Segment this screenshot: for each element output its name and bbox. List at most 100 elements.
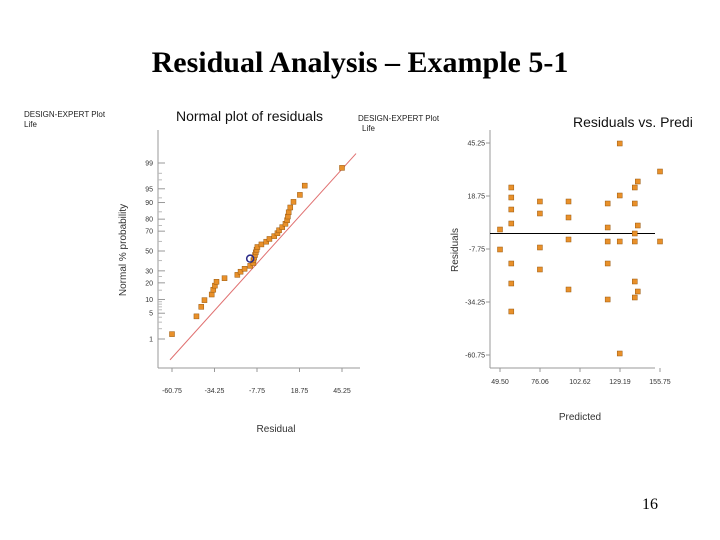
data-point [565, 198, 572, 205]
data-point [247, 263, 253, 269]
x-tick-label: 18.75 [291, 388, 309, 395]
y-tick-label: 99 [145, 161, 153, 168]
x-tick-label: 45.25 [333, 388, 351, 395]
data-point [632, 294, 638, 301]
data-point [339, 165, 345, 171]
data-point [276, 227, 282, 234]
data-point [632, 238, 638, 245]
x-tick-label: 49.50 [491, 379, 509, 386]
data-point [604, 260, 611, 267]
data-point [198, 304, 205, 310]
data-point [497, 246, 503, 253]
data-point [193, 313, 200, 320]
data-point [301, 182, 308, 189]
x-tick-label: -60.75 [162, 388, 182, 395]
x-tick-label: -7.75 [249, 388, 265, 395]
y-tick-label: 80 [145, 217, 153, 224]
y-tick-label: -34.25 [465, 300, 485, 307]
y-tick-label: 70 [145, 229, 153, 236]
data-point [604, 224, 611, 231]
left-response-label: Life [24, 120, 37, 129]
data-point [279, 224, 286, 230]
data-point [508, 220, 515, 227]
y-tick-label: -7.75 [469, 247, 485, 254]
data-point [616, 192, 623, 199]
data-point [297, 192, 303, 198]
data-point [508, 184, 515, 191]
data-point [616, 238, 623, 245]
data-point [635, 288, 641, 295]
data-point [508, 206, 515, 213]
data-point [616, 140, 623, 147]
data-point [604, 238, 611, 245]
data-point [237, 268, 244, 275]
y-tick-label: 5 [149, 311, 153, 318]
data-point [632, 200, 638, 207]
data-point [213, 279, 220, 285]
normal-plot-chart: DESIGN-EXPERT Plot Life Normal plot of r… [24, 108, 360, 435]
data-point [657, 238, 663, 245]
data-point [234, 272, 241, 278]
data-point [565, 214, 572, 221]
data-point [258, 241, 265, 248]
data-point [221, 275, 228, 281]
slide-title: Residual Analysis – Example 5-1 [151, 46, 569, 79]
y-tick-label: 45.25 [467, 141, 485, 148]
data-point [201, 297, 208, 303]
x-tick-label: 155.75 [649, 379, 671, 386]
data-point [287, 204, 294, 211]
data-point [271, 233, 277, 239]
y-tick-label: 20 [145, 280, 153, 287]
data-point [604, 296, 611, 303]
data-point [508, 280, 515, 287]
data-point [497, 226, 503, 233]
data-point [266, 236, 273, 242]
reference-line [169, 153, 357, 361]
right-design-expert-label: DESIGN-EXPERT Plot [358, 114, 440, 123]
data-point [241, 266, 248, 272]
data-point [635, 178, 641, 185]
data-point [565, 236, 572, 243]
y-tick-label: 30 [145, 268, 153, 275]
right-chart-title: Residuals vs. Predi [573, 114, 693, 130]
data-point [632, 230, 638, 237]
data-point [169, 331, 175, 337]
left-x-axis-label: Residual [257, 424, 296, 435]
right-response-label: Life [362, 124, 375, 133]
data-point [285, 209, 292, 216]
data-point [604, 200, 611, 207]
y-tick-label: 95 [145, 186, 153, 193]
x-tick-label: 102.62 [569, 379, 591, 386]
y-tick-label: 90 [145, 200, 153, 207]
page-number: 16 [642, 496, 658, 513]
data-point [616, 350, 623, 357]
residuals-vs-predicted-chart: DESIGN-EXPERT Plot Life Residuals vs. Pr… [358, 114, 693, 423]
data-point [508, 308, 515, 315]
data-point [537, 244, 543, 251]
data-point [632, 184, 638, 191]
right-x-axis-label: Predicted [559, 412, 601, 423]
y-tick-label: 50 [145, 249, 153, 256]
data-point [565, 286, 572, 293]
data-point [508, 194, 515, 201]
y-tick-label: 10 [145, 297, 153, 304]
data-point [657, 168, 663, 175]
x-tick-label: 129.19 [609, 379, 631, 386]
x-tick-label: -34.25 [205, 388, 225, 395]
data-point [290, 199, 297, 205]
y-tick-label: 1 [149, 337, 153, 344]
y-tick-label: 18.75 [467, 194, 485, 201]
x-tick-label: 76.06 [531, 379, 549, 386]
data-point [537, 266, 543, 273]
y-tick-label: -60.75 [465, 353, 485, 360]
data-point [537, 210, 543, 217]
left-y-axis-label: Normal % probability [118, 204, 129, 296]
data-point [208, 291, 215, 298]
data-point [508, 260, 515, 267]
data-point [263, 238, 269, 245]
data-point [632, 278, 638, 285]
highlighted-point [245, 254, 255, 263]
right-y-axis-label: Residuals [450, 228, 461, 272]
data-point [537, 198, 543, 205]
left-design-expert-label: DESIGN-EXPERT Plot [24, 110, 106, 119]
